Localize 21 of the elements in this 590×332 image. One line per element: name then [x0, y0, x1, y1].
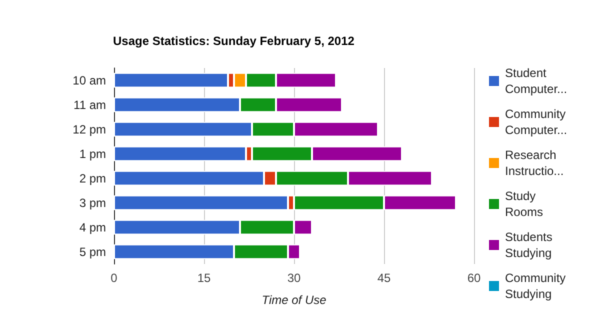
y-tick-label: 3 pm [79, 196, 106, 210]
x-tick-label: 45 [377, 271, 391, 285]
legend-label: Student Computer... [505, 66, 568, 96]
y-tick-label: 2 pm [79, 171, 106, 186]
chart-title: Usage Statistics: Sunday February 5, 2012 [113, 34, 355, 48]
legend-label: Community Studying [505, 271, 570, 301]
legend-label: Research Instructio... [505, 148, 564, 178]
legend-label: Students Studying [505, 230, 556, 260]
y-tick-label: 10 am [72, 73, 106, 88]
legend-label: Community Computer... [505, 107, 570, 137]
x-tick-label: 30 [287, 271, 301, 285]
x-axis-title: Time of Use [262, 293, 327, 307]
legend-label: Study Rooms [505, 189, 544, 219]
x-tick-label: 0 [110, 271, 118, 285]
x-tick-label: 15 [197, 271, 211, 285]
y-tick-label: 11 am [74, 98, 106, 112]
x-tick-label: 60 [467, 271, 481, 285]
y-tick-label: 5 pm [79, 244, 106, 259]
y-tick-label: 4 pm [79, 220, 106, 234]
y-tick-label: 12 pm [72, 122, 106, 136]
y-tick-label: 1 pm [79, 146, 106, 161]
